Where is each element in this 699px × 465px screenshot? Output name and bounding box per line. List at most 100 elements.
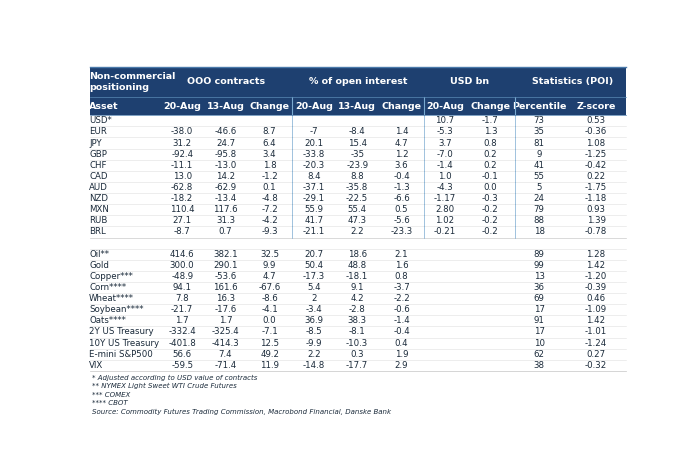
Text: 73: 73 bbox=[533, 116, 545, 125]
Text: 38: 38 bbox=[533, 361, 545, 370]
Text: -0.39: -0.39 bbox=[585, 283, 607, 292]
Text: 35: 35 bbox=[533, 127, 545, 136]
Text: 1.2: 1.2 bbox=[395, 150, 408, 159]
Text: -0.2: -0.2 bbox=[482, 227, 499, 236]
Text: -0.4: -0.4 bbox=[394, 172, 410, 181]
Bar bbox=[90, 171, 626, 182]
Text: -1.24: -1.24 bbox=[585, 339, 607, 348]
Text: -1.2: -1.2 bbox=[261, 172, 278, 181]
Text: 0.0: 0.0 bbox=[484, 183, 497, 192]
Text: -0.4: -0.4 bbox=[394, 327, 410, 337]
Bar bbox=[90, 193, 626, 204]
Text: -9.3: -9.3 bbox=[261, 227, 278, 236]
Text: 414.6: 414.6 bbox=[170, 250, 194, 259]
Text: 1.8: 1.8 bbox=[263, 161, 277, 170]
Text: 3.6: 3.6 bbox=[395, 161, 408, 170]
Text: 382.1: 382.1 bbox=[213, 250, 238, 259]
Text: -33.8: -33.8 bbox=[303, 150, 325, 159]
Text: 2.2: 2.2 bbox=[307, 350, 321, 359]
Text: -35: -35 bbox=[350, 150, 364, 159]
Text: -59.5: -59.5 bbox=[171, 361, 193, 370]
Text: -67.6: -67.6 bbox=[259, 283, 281, 292]
Text: 0.4: 0.4 bbox=[395, 339, 408, 348]
Text: 0.8: 0.8 bbox=[484, 139, 497, 147]
Text: -401.8: -401.8 bbox=[168, 339, 196, 348]
Text: 1.6: 1.6 bbox=[395, 261, 408, 270]
Text: -0.3: -0.3 bbox=[482, 194, 499, 203]
Text: -0.2: -0.2 bbox=[482, 205, 499, 214]
Text: Oil**: Oil** bbox=[89, 250, 109, 259]
Text: 15.4: 15.4 bbox=[347, 139, 367, 147]
Bar bbox=[90, 349, 626, 360]
Text: -17.6: -17.6 bbox=[215, 305, 237, 314]
Text: 88: 88 bbox=[533, 216, 545, 226]
Text: 3.7: 3.7 bbox=[438, 139, 452, 147]
Text: 0.7: 0.7 bbox=[219, 227, 232, 236]
Text: -325.4: -325.4 bbox=[212, 327, 239, 337]
Text: 89: 89 bbox=[534, 250, 545, 259]
Text: -11.1: -11.1 bbox=[171, 161, 194, 170]
Text: 0.93: 0.93 bbox=[586, 205, 605, 214]
Text: 2.80: 2.80 bbox=[435, 205, 454, 214]
Text: -4.2: -4.2 bbox=[261, 216, 278, 226]
Text: 13-Aug: 13-Aug bbox=[207, 102, 245, 111]
Text: 0.2: 0.2 bbox=[484, 161, 497, 170]
Text: 5.4: 5.4 bbox=[307, 283, 321, 292]
Text: 20-Aug: 20-Aug bbox=[164, 102, 201, 111]
Text: Change: Change bbox=[470, 102, 510, 111]
Text: 4.7: 4.7 bbox=[395, 139, 408, 147]
Text: Gold: Gold bbox=[89, 261, 109, 270]
Text: 11.9: 11.9 bbox=[260, 361, 279, 370]
Text: 94.1: 94.1 bbox=[173, 283, 192, 292]
Text: 7.8: 7.8 bbox=[175, 294, 189, 303]
Text: -1.20: -1.20 bbox=[585, 272, 607, 281]
Text: -62.8: -62.8 bbox=[171, 183, 194, 192]
Text: JPY: JPY bbox=[89, 139, 101, 147]
Text: Wheat****: Wheat**** bbox=[89, 294, 134, 303]
Text: 8.8: 8.8 bbox=[350, 172, 364, 181]
Text: Source: Commodity Futures Trading Commission, Macrobond Financial, Danske Bank: Source: Commodity Futures Trading Commis… bbox=[92, 409, 391, 415]
Text: **** CBOT: **** CBOT bbox=[92, 400, 127, 406]
Text: 17: 17 bbox=[533, 327, 545, 337]
Text: 38.3: 38.3 bbox=[347, 316, 367, 326]
Text: 0.3: 0.3 bbox=[350, 350, 364, 359]
Text: 18: 18 bbox=[533, 227, 545, 236]
Text: OOO contracts: OOO contracts bbox=[187, 78, 266, 86]
Text: 0.5: 0.5 bbox=[395, 205, 408, 214]
Text: Percentile: Percentile bbox=[512, 102, 566, 111]
Text: 18.6: 18.6 bbox=[347, 250, 367, 259]
Bar bbox=[90, 271, 626, 282]
Bar bbox=[90, 159, 626, 171]
Bar bbox=[90, 66, 626, 97]
Text: 1.7: 1.7 bbox=[219, 316, 232, 326]
Text: CHF: CHF bbox=[89, 161, 106, 170]
Text: * Adjusted according to USD value of contracts: * Adjusted according to USD value of con… bbox=[92, 374, 257, 380]
Text: -3.4: -3.4 bbox=[305, 305, 322, 314]
Text: 7.4: 7.4 bbox=[219, 350, 232, 359]
Text: 1.42: 1.42 bbox=[586, 261, 605, 270]
Text: % of open interest: % of open interest bbox=[309, 78, 408, 86]
Text: 10.7: 10.7 bbox=[435, 116, 454, 125]
Text: -53.6: -53.6 bbox=[215, 272, 237, 281]
Text: -4.8: -4.8 bbox=[261, 194, 278, 203]
Text: 20.1: 20.1 bbox=[304, 139, 324, 147]
Bar bbox=[90, 215, 626, 226]
Text: 20.7: 20.7 bbox=[304, 250, 324, 259]
Text: -22.5: -22.5 bbox=[346, 194, 368, 203]
Text: 161.6: 161.6 bbox=[213, 283, 238, 292]
Text: Z-score: Z-score bbox=[577, 102, 616, 111]
Text: 2.1: 2.1 bbox=[395, 250, 408, 259]
Text: -95.8: -95.8 bbox=[215, 150, 236, 159]
Bar bbox=[90, 126, 626, 138]
Text: 13: 13 bbox=[533, 272, 545, 281]
Text: -29.1: -29.1 bbox=[303, 194, 325, 203]
Text: 4.2: 4.2 bbox=[350, 294, 364, 303]
Text: 20-Aug: 20-Aug bbox=[426, 102, 464, 111]
Text: 41: 41 bbox=[533, 161, 545, 170]
Text: 13.0: 13.0 bbox=[173, 172, 192, 181]
Text: -20.3: -20.3 bbox=[303, 161, 325, 170]
Text: -0.42: -0.42 bbox=[585, 161, 607, 170]
Text: Oats****: Oats**** bbox=[89, 316, 126, 326]
Text: 20-Aug: 20-Aug bbox=[295, 102, 333, 111]
Text: -3.7: -3.7 bbox=[394, 283, 410, 292]
